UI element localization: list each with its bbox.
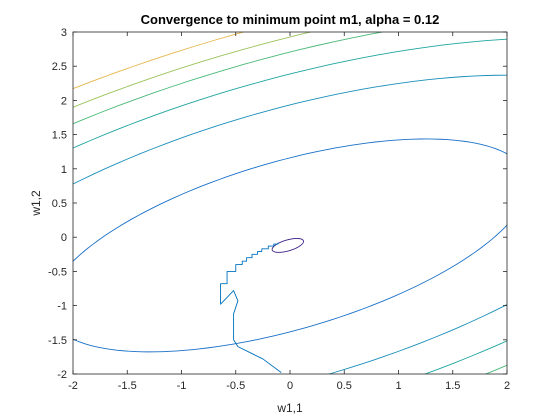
y-tick-label: 3 (61, 27, 67, 39)
contour-level-1 (271, 238, 304, 253)
x-tick-label: 0.5 (337, 380, 352, 392)
y-tick-label: 2.5 (52, 61, 67, 73)
y-axis-ticks: -2 -1.5 -1 -0.5 0 0.5 1 1.5 2 2.5 3 (48, 27, 507, 381)
x-tick-label: 2 (504, 380, 510, 392)
x-tick-label: -2 (68, 380, 78, 392)
contour-level-4 (73, 38, 507, 374)
y-tick-label: -1.5 (48, 335, 67, 347)
y-tick-label: -2 (57, 369, 67, 381)
x-tick-label: -1 (177, 380, 187, 392)
y-tick-label: 1.5 (52, 130, 67, 142)
contour-level-2 (73, 138, 507, 353)
descent-path-line (220, 242, 282, 373)
x-axis-ticks: -2 -1.5 -1 -0.5 0 0.5 1 1.5 2 (68, 32, 510, 392)
x-tick-label: 1.5 (445, 380, 460, 392)
x-tick-label: -0.5 (226, 380, 245, 392)
x-tick-label: 1 (395, 380, 401, 392)
x-tick-label: -1.5 (118, 380, 137, 392)
x-tick-label: 0 (287, 380, 293, 392)
x-axis-label: w1,1 (276, 401, 303, 415)
plot-area (73, 32, 507, 374)
y-tick-label: 1 (61, 164, 67, 176)
y-tick-label: -1 (57, 301, 67, 313)
y-tick-label: 0 (61, 232, 67, 244)
y-axis-label: w1,2 (29, 190, 43, 217)
y-tick-label: 0.5 (52, 198, 67, 210)
y-tick-label: 2 (61, 95, 67, 107)
descent-path-group (220, 242, 282, 373)
chart-title: Convergence to minimum point m1, alpha =… (141, 12, 440, 27)
contour-level-3 (73, 74, 507, 374)
y-tick-label: -0.5 (48, 266, 67, 278)
